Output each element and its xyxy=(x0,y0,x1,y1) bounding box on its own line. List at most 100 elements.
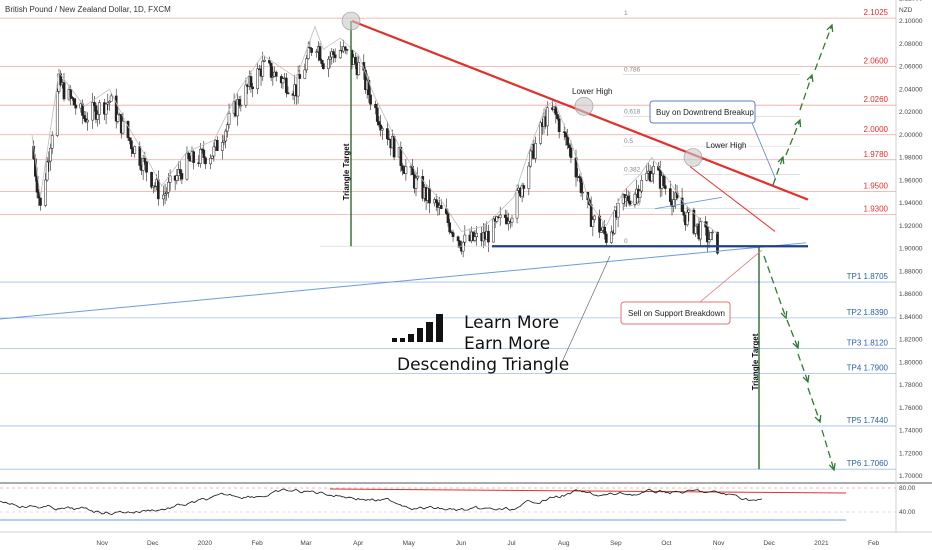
bear-arrow-4 xyxy=(807,387,821,423)
sell-callout: Sell on Support Breakdown xyxy=(620,301,731,325)
candle-body xyxy=(699,221,702,240)
candle-body xyxy=(263,59,266,62)
candle-body xyxy=(599,230,603,233)
candle-body xyxy=(448,222,452,233)
x-tick-label: Nov xyxy=(96,540,108,547)
candle-body xyxy=(91,102,94,121)
x-tick-label: Oct xyxy=(661,540,671,547)
candle-body xyxy=(471,231,475,241)
candle-body xyxy=(706,226,709,243)
candle-body xyxy=(603,226,606,235)
candle-body xyxy=(557,118,561,133)
y-tick-label: 1.94000 xyxy=(899,200,923,207)
candle-body xyxy=(492,218,495,243)
bear-arrow-2 xyxy=(786,319,799,349)
x-tick-label: May xyxy=(403,540,416,547)
x-tick-label: Apr xyxy=(353,540,364,547)
candle-body xyxy=(106,102,110,105)
candle-body xyxy=(45,161,49,181)
candle-body xyxy=(226,124,229,132)
candle-body xyxy=(338,49,342,59)
y-tick-label: 1.76000 xyxy=(899,405,923,412)
candle-body xyxy=(569,147,573,158)
x-tick-label: Feb xyxy=(868,540,880,547)
candle-body xyxy=(192,151,196,163)
candle-body xyxy=(414,177,418,189)
level-label: 2.0260 xyxy=(864,95,889,104)
candle-body xyxy=(650,173,654,182)
candle-body xyxy=(237,99,241,106)
candle-body xyxy=(399,147,403,166)
candle-body xyxy=(392,136,396,158)
candle-body xyxy=(567,144,571,149)
candle-body xyxy=(685,212,689,226)
signal-bars-logo xyxy=(392,314,443,342)
x-tick-label: Sep xyxy=(610,540,622,547)
chart-grid: 1 0.786 0.618 0.5 0.382 0.236 0 xyxy=(623,10,800,247)
candle-body xyxy=(130,140,133,150)
candle-body xyxy=(343,46,347,50)
triangle-target-label-right: Triangle Target xyxy=(751,333,760,390)
osc-tick-label: 40.00 xyxy=(899,509,916,516)
bull-arrow-4-head xyxy=(826,23,834,33)
candle-body xyxy=(328,56,332,60)
candle-body xyxy=(345,49,349,51)
y-tick-label: 2.10000 xyxy=(899,18,923,25)
candle-body xyxy=(439,205,443,209)
candle-body xyxy=(539,122,542,144)
triangle-target-label-left: Triangle Target xyxy=(342,143,351,200)
candle-body xyxy=(374,103,377,109)
bull-arrow-2 xyxy=(785,119,801,156)
candle-body xyxy=(367,80,371,96)
candle-body xyxy=(628,200,632,205)
fib-label: 0 xyxy=(624,238,628,245)
buy-callout-text: Buy on Downtrend Breakup xyxy=(656,108,754,117)
level-label: TP1 1.8705 xyxy=(847,272,889,281)
candle-body xyxy=(593,215,596,220)
candle-body xyxy=(126,120,130,138)
candle-body xyxy=(224,130,228,142)
candle-body xyxy=(534,143,537,159)
candle-body xyxy=(62,82,66,100)
candle-body xyxy=(47,160,51,163)
y-tick-label: 1.88000 xyxy=(899,268,923,275)
candle-body xyxy=(249,76,253,88)
candle-body xyxy=(692,209,696,234)
candle-body xyxy=(711,231,714,234)
candle-body xyxy=(604,233,608,243)
candle-body xyxy=(256,68,260,90)
buy-callout-pointer xyxy=(751,122,777,181)
lower-high-marker xyxy=(683,148,703,167)
level-label: 1.9780 xyxy=(864,150,889,159)
candle-body xyxy=(522,185,526,189)
sell-callout-text: Sell on Support Breakdown xyxy=(628,309,725,318)
candle-body xyxy=(128,137,132,141)
candle-body xyxy=(434,199,438,203)
y-tick-label: 2.08000 xyxy=(899,41,923,48)
candle-body xyxy=(621,194,625,204)
candle-body xyxy=(380,128,384,131)
candle-body xyxy=(165,191,169,194)
candle-body xyxy=(633,193,637,205)
minor-support-line xyxy=(654,196,723,210)
candle-body xyxy=(180,173,184,180)
drawing-overlays xyxy=(0,11,836,472)
candle-body xyxy=(269,62,273,78)
candle-body xyxy=(178,169,182,174)
candle-body xyxy=(556,114,559,120)
candle-body xyxy=(487,230,490,243)
candle-body xyxy=(50,135,54,149)
candle-body xyxy=(463,234,467,243)
candle-body xyxy=(133,146,137,154)
x-tick-label: Aug xyxy=(558,540,570,547)
candle-body xyxy=(510,217,514,223)
fib-label: 0.5 xyxy=(624,138,633,145)
candle-body xyxy=(495,216,499,222)
y-tick-label: 1.78000 xyxy=(899,382,923,389)
candle-body xyxy=(55,91,59,136)
oscillator-pane: 80.00 40.00 xyxy=(0,485,916,521)
fib-label: 0.382 xyxy=(624,167,641,174)
level-label: TP3 1.8120 xyxy=(847,339,889,348)
